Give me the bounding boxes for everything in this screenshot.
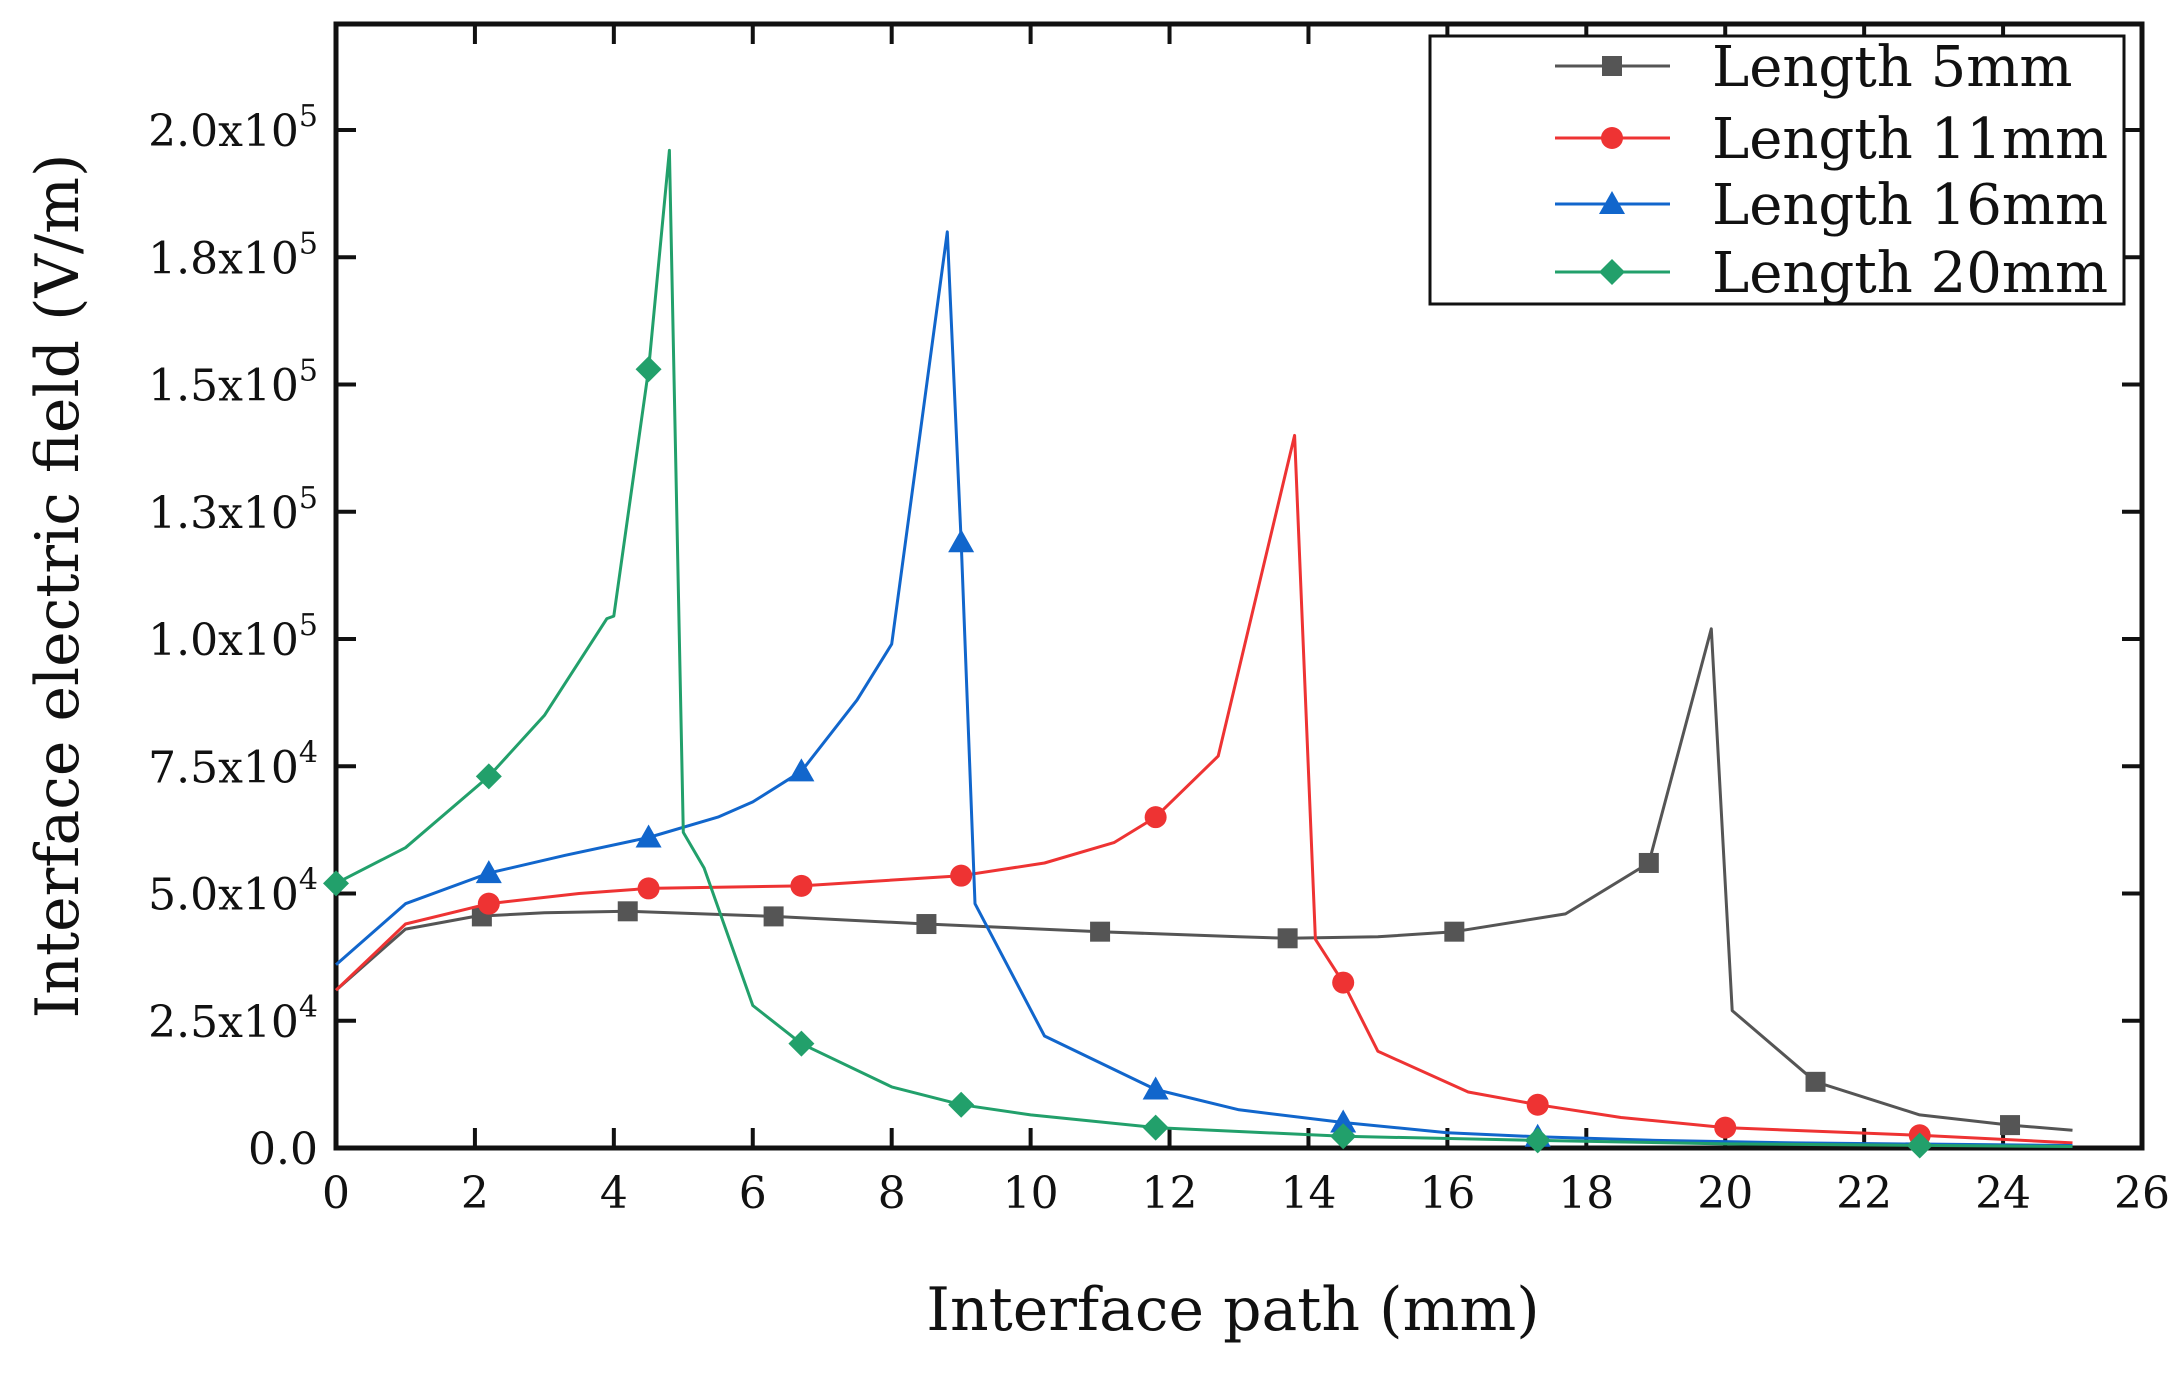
x-tick-label-7: 14 (1280, 1168, 1336, 1219)
legend-entry-0: Length 5mm (1555, 35, 2072, 100)
series-line-3 (335, 148, 2073, 1148)
series-2-marker-2 (788, 758, 815, 782)
series-3-marker-6 (1330, 1123, 1357, 1150)
legend-entry-2: Length 16mm (1555, 173, 2108, 238)
series-0-marker-6 (1444, 921, 1465, 942)
x-tick-label-10: 20 (1697, 1168, 1753, 1219)
y-axis-ticks: 0.0 2.5x104 5.0x104 7.5x104 1.0x105 1.3x105 1.… (148, 99, 2142, 1175)
x-axis-title: Interface path (mm) (926, 1275, 1539, 1345)
x-tick-label-1: 2 (461, 1168, 489, 1219)
series-line-0 (335, 627, 2073, 1132)
y-axis-title: Interface electric field (V/m) (23, 154, 93, 1019)
y-tick-label-0: 0.0 (248, 1124, 318, 1175)
x-tick-label-9: 18 (1558, 1168, 1614, 1219)
x-tick-label-5: 10 (1003, 1168, 1059, 1219)
series-0-marker-9 (2000, 1115, 2021, 1136)
series-3-marker-0 (323, 870, 349, 897)
y-tick-label-1: 2.5x104 (148, 990, 318, 1048)
series-0 (335, 627, 2073, 1136)
legend-label-2: Length 16mm (1712, 173, 2108, 238)
series-1-marker-2 (790, 874, 813, 897)
series-0-marker-8 (1805, 1071, 1826, 1092)
legend-marker-0 (1602, 56, 1622, 76)
series-1 (334, 433, 2073, 1147)
x-tick-label-2: 4 (600, 1168, 628, 1219)
series-0-marker-7 (1638, 852, 1659, 873)
series-layer (323, 148, 2073, 1159)
x-tick-label-13: 26 (2114, 1168, 2170, 1219)
series-2 (335, 230, 2073, 1147)
series-3-marker-7 (1524, 1127, 1551, 1154)
series-1-marker-3 (950, 864, 973, 887)
x-tick-label-6: 12 (1142, 1168, 1198, 1219)
series-1-marker-7 (1714, 1116, 1737, 1139)
legend-box (1428, 34, 2126, 306)
legend-entry-1: Length 11mm (1555, 107, 2108, 172)
series-2-marker-0 (475, 860, 502, 884)
y-tick-label-5: 1.3x105 (148, 481, 318, 539)
x-tick-label-11: 22 (1836, 1168, 1892, 1219)
y-tick-label-4: 1.0x105 (148, 608, 318, 666)
series-2-marker-4 (1142, 1076, 1169, 1100)
series-3-marker-3 (788, 1030, 815, 1057)
legend-label-3: Length 20mm (1712, 241, 2108, 306)
series-2-marker-3 (948, 529, 975, 553)
series-1-marker-0 (477, 892, 500, 915)
series-2-marker-5 (1330, 1109, 1357, 1133)
series-line-1 (334, 433, 2073, 1145)
series-1-marker-5 (1332, 971, 1355, 994)
series-3-marker-2 (635, 356, 662, 383)
series-1-marker-1 (637, 877, 660, 900)
series-3-marker-1 (475, 763, 502, 790)
x-tick-label-0: 0 (322, 1168, 350, 1219)
series-0-marker-5 (1277, 928, 1298, 949)
x-tick-label-4: 8 (878, 1168, 906, 1219)
series-1-marker-4 (1144, 806, 1167, 829)
series-3-marker-4 (948, 1091, 975, 1118)
legend-marker-3 (1599, 259, 1625, 285)
series-3-marker-5 (1142, 1114, 1169, 1141)
x-axis-ticks: 0 2 4 6 8 10 12 14 16 18 20 22 24 26 (322, 24, 2170, 1219)
series-0-marker-4 (1090, 921, 1111, 942)
legend-marker-2 (1599, 191, 1625, 214)
series-0-marker-1 (617, 901, 638, 922)
legend-label-0: Length 5mm (1712, 35, 2072, 100)
y-tick-label-7: 1.8x105 (148, 226, 318, 284)
y-tick-label-2: 5.0x104 (148, 863, 318, 921)
series-2-marker-1 (635, 824, 662, 848)
y-tick-label-6: 1.5x105 (148, 354, 318, 412)
x-tick-label-8: 16 (1419, 1168, 1475, 1219)
legend-entry-3: Length 20mm (1555, 241, 2108, 306)
legend-label-1: Length 11mm (1712, 107, 2108, 172)
series-3-marker-8 (1906, 1132, 1933, 1159)
series-1-marker-6 (1526, 1093, 1549, 1116)
x-tick-label-3: 6 (739, 1168, 767, 1219)
series-0-marker-2 (763, 906, 784, 927)
plot-frame (333, 21, 2145, 1151)
series-0-marker-3 (916, 914, 937, 935)
legend: Length 5mm Length 11mm Length 16mm Lengt… (1428, 34, 2126, 306)
legend-marker-1 (1601, 127, 1623, 149)
series-line-2 (335, 230, 2073, 1147)
series-3 (323, 148, 2073, 1159)
x-tick-label-12: 24 (1975, 1168, 2031, 1219)
y-tick-label-3: 7.5x104 (148, 735, 318, 793)
y-tick-label-8: 2.0x105 (148, 99, 318, 157)
